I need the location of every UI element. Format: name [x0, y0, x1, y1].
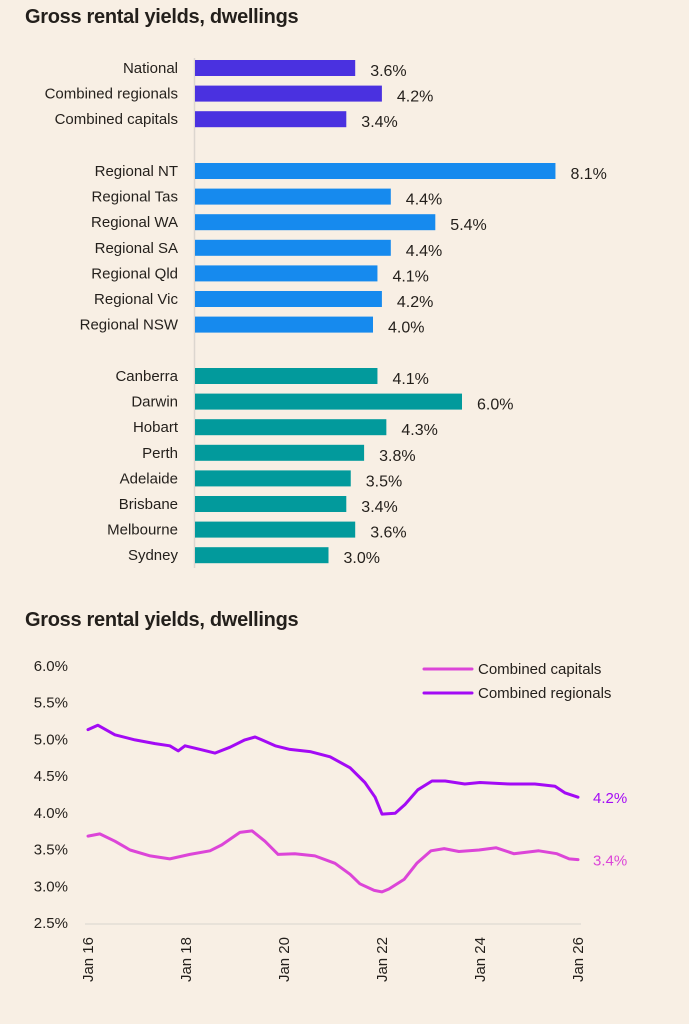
bar-value-label: 6.0% [477, 397, 513, 414]
series-end-label: 4.2% [593, 790, 627, 807]
bar-category-label: Regional Vic [94, 291, 178, 308]
y-tick-label: 4.5% [34, 768, 68, 785]
bar-category-label: Brisbane [119, 496, 178, 513]
y-tick-label: 6.0% [34, 658, 68, 675]
bar [195, 393, 462, 410]
bar-category-label: Combined regionals [45, 86, 178, 103]
legend-label: Combined regionals [478, 685, 611, 702]
bar-value-label: 4.0% [388, 320, 424, 337]
bar [195, 521, 356, 538]
series-end-label: 3.4% [593, 853, 627, 870]
bar-category-label: Sydney [128, 547, 179, 564]
bar-category-label: Regional NT [95, 163, 178, 180]
bar-value-label: 4.4% [406, 192, 442, 209]
bar-value-label: 3.6% [370, 525, 406, 542]
bar-value-label: 8.1% [570, 166, 606, 183]
y-tick-label: 5.0% [34, 731, 68, 748]
bar-value-label: 4.1% [392, 371, 428, 388]
bar-value-label: 4.1% [392, 268, 428, 285]
bar [195, 85, 382, 102]
bar-chart: National 3.6% Combined regionals 4.2% Combin… [45, 58, 607, 568]
legend-label: Combined capitals [478, 661, 601, 678]
x-tick-label: Jan 24 [472, 937, 489, 982]
x-tick-label: Jan 20 [276, 937, 293, 982]
bar [195, 316, 373, 333]
bar [195, 444, 365, 461]
y-tick-label: 3.0% [34, 878, 68, 895]
bar [195, 111, 347, 128]
bar-category-label: Regional Tas [92, 189, 178, 206]
bar-category-label: Combined capitals [55, 111, 178, 128]
x-tick-label: Jan 16 [80, 937, 97, 982]
bar-value-label: 3.4% [361, 499, 397, 516]
x-tick-label: Jan 22 [374, 937, 391, 982]
bar-chart-title: Gross rental yields, dwellings [25, 6, 299, 28]
bar-category-label: Regional Qld [91, 265, 178, 282]
bar [195, 291, 382, 307]
y-tick-label: 2.5% [34, 915, 68, 932]
y-tick-label: 5.5% [34, 695, 68, 712]
bar-category-label: Melbourne [107, 522, 178, 539]
bar-category-label: Hobart [133, 419, 179, 436]
bar-category-label: Adelaide [120, 470, 178, 487]
x-tick-label: Jan 18 [178, 937, 195, 982]
bar-category-label: National [123, 60, 178, 77]
series-line-combined-regionals [86, 723, 580, 816]
bar [195, 419, 387, 436]
bar-category-label: Darwin [131, 394, 178, 411]
bar-value-label: 3.8% [379, 448, 415, 465]
line-chart-title: Gross rental yields, dwellings [25, 609, 299, 631]
bar-category-label: Regional WA [91, 214, 178, 231]
bar-category-label: Regional NSW [80, 317, 179, 334]
bar-value-label: 4.2% [397, 89, 433, 106]
bar [195, 188, 391, 205]
bar-value-label: 3.5% [366, 473, 402, 490]
bar [195, 496, 347, 512]
bar [195, 163, 556, 179]
bar-value-label: 3.4% [361, 114, 397, 131]
bar-value-label: 4.2% [397, 294, 433, 311]
y-tick-label: 3.5% [34, 842, 68, 859]
series-line-combined-capitals [86, 829, 580, 894]
bar-category-label: Perth [142, 445, 178, 462]
bar [195, 547, 329, 564]
x-tick-label: Jan 26 [570, 937, 587, 982]
bar-category-label: Regional SA [95, 240, 178, 257]
bar-value-label: 5.4% [450, 217, 486, 234]
bar [195, 368, 378, 384]
bar [195, 470, 351, 487]
bar [195, 239, 391, 256]
bar-value-label: 4.4% [406, 243, 442, 260]
bar [195, 60, 356, 76]
bar [195, 214, 436, 231]
bar-value-label: 3.6% [370, 63, 406, 80]
bar-value-label: 4.3% [401, 422, 437, 439]
bar-value-label: 3.0% [344, 550, 380, 567]
bar [195, 265, 378, 282]
y-tick-label: 4.0% [34, 805, 68, 822]
bar-category-label: Canberra [115, 368, 178, 385]
